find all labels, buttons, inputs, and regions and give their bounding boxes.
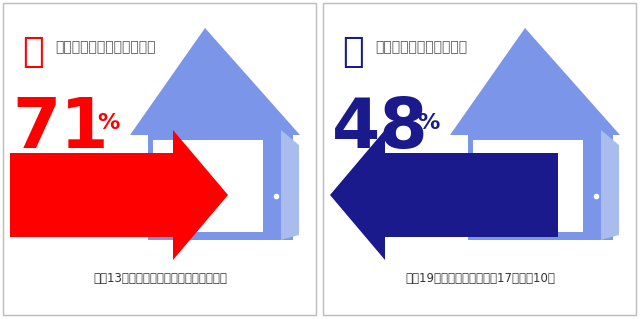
Text: 48: 48 xyxy=(332,95,429,162)
Polygon shape xyxy=(601,130,619,240)
Bar xyxy=(468,130,613,240)
Text: %: % xyxy=(417,113,440,133)
Polygon shape xyxy=(281,130,299,240)
Bar xyxy=(10,153,173,237)
Polygon shape xyxy=(130,28,300,135)
Bar xyxy=(588,130,601,240)
Polygon shape xyxy=(173,130,228,260)
Bar xyxy=(473,140,583,232)
Text: 外壁19％、屋根６％、換気17％、床10％: 外壁19％、屋根６％、換気17％、床10％ xyxy=(405,272,555,285)
Bar xyxy=(385,153,558,237)
Bar xyxy=(268,130,281,240)
Text: 外へ逃げて行く熱の割合: 外へ逃げて行く熱の割合 xyxy=(375,40,467,54)
Text: 外壁13％、屋根９％、換気５％、床２％: 外壁13％、屋根９％、換気５％、床２％ xyxy=(93,272,227,285)
Polygon shape xyxy=(330,130,385,260)
Bar xyxy=(153,140,263,232)
Bar xyxy=(148,130,293,240)
Text: 外から入ってくる熱の割合: 外から入ってくる熱の割合 xyxy=(55,40,156,54)
Text: 71: 71 xyxy=(12,95,109,162)
Text: 夏: 夏 xyxy=(22,35,44,69)
Text: %: % xyxy=(97,113,120,133)
Polygon shape xyxy=(450,28,620,135)
Text: 冬: 冬 xyxy=(342,35,364,69)
